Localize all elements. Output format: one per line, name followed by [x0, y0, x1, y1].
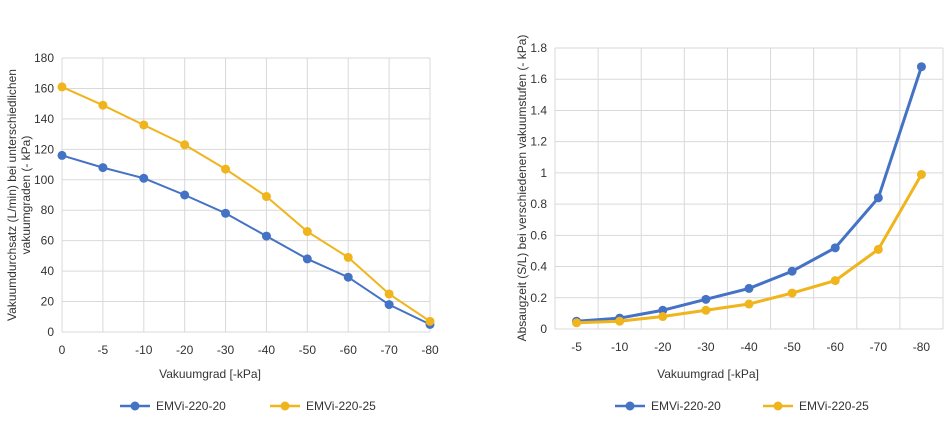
y-tick-label: 160 — [34, 81, 54, 95]
x-tick-label: -70 — [870, 340, 888, 354]
legend-swatch-marker — [130, 401, 140, 411]
series-line-0 — [576, 66, 923, 323]
y-tick-label: 0 — [540, 322, 547, 336]
y-tick-label: 1.4 — [530, 103, 547, 117]
data-point — [57, 82, 67, 92]
y-tick-label: 0.6 — [530, 228, 547, 242]
legend-label: EMVi-220-20 — [156, 399, 226, 413]
y-tick-label: 1 — [540, 166, 547, 180]
y-tick-label: 120 — [34, 142, 54, 156]
data-point — [180, 190, 190, 200]
data-point — [830, 243, 840, 253]
data-point — [873, 193, 883, 203]
data-point — [221, 164, 231, 174]
data-point — [221, 208, 231, 218]
legend-swatch-marker — [625, 401, 635, 411]
x-tick-label: -70 — [380, 343, 398, 357]
legend-swatch-marker — [280, 401, 290, 411]
x-tick-label: -20 — [176, 343, 194, 357]
data-point — [261, 192, 271, 202]
data-point — [139, 173, 149, 183]
data-point — [787, 266, 797, 276]
x-tick-label: -60 — [340, 343, 358, 357]
data-point — [139, 120, 149, 130]
legend-label: EMVi-220-20 — [651, 399, 721, 413]
x-tick-label: -50 — [783, 340, 801, 354]
data-point — [744, 283, 754, 293]
data-point — [343, 272, 353, 282]
y-tick-label: 1.8 — [530, 41, 547, 55]
y-tick-label: 40 — [41, 264, 55, 278]
data-point — [425, 316, 435, 326]
data-point — [98, 100, 108, 110]
x-tick-label: 0 — [59, 343, 66, 357]
series-line-1 — [61, 86, 431, 323]
y-tick-label: 1.6 — [530, 72, 547, 86]
x-tick-label: -30 — [217, 343, 235, 357]
legend-swatch-marker — [773, 401, 783, 411]
x-tick-label: -80 — [913, 340, 931, 354]
x-tick-label: -10 — [135, 343, 153, 357]
data-point — [744, 299, 754, 309]
x-tick-label: -40 — [258, 343, 276, 357]
y-axis-title: vakuumgraden (- kPa) — [19, 136, 33, 255]
data-point — [572, 318, 582, 328]
data-point — [98, 163, 108, 173]
x-axis-title: Vakuumgrad [-kPa] — [657, 367, 759, 381]
x-tick-label: -5 — [571, 340, 582, 354]
y-tick-label: 100 — [34, 173, 54, 187]
data-point — [658, 305, 668, 315]
data-point — [916, 169, 926, 179]
data-point — [302, 254, 312, 264]
data-point — [916, 62, 926, 72]
x-tick-label: -80 — [421, 343, 439, 357]
data-point — [343, 252, 353, 262]
y-axis-title: Absaugzeit (S/L) bei verschiedenen vakuu… — [515, 35, 529, 342]
y-tick-label: 1.2 — [530, 135, 547, 149]
x-tick-label: -10 — [611, 340, 629, 354]
data-point — [261, 231, 271, 241]
y-tick-label: 80 — [41, 203, 55, 217]
data-point — [302, 227, 312, 237]
data-point — [873, 244, 883, 254]
y-tick-label: 0.2 — [530, 291, 547, 305]
data-point — [701, 294, 711, 304]
data-point — [615, 316, 625, 326]
x-tick-label: -40 — [740, 340, 758, 354]
y-tick-label: 180 — [34, 51, 54, 65]
data-point — [57, 150, 67, 160]
legend-label: EMVi-220-25 — [799, 399, 869, 413]
y-tick-label: 60 — [41, 234, 55, 248]
x-tick-label: -5 — [98, 343, 109, 357]
y-tick-label: 140 — [34, 112, 54, 126]
data-point — [180, 140, 190, 150]
y-axis-title: Vakuumdurchsatz (L/min) bei unterschiedl… — [5, 69, 19, 321]
y-tick-label: 20 — [41, 295, 55, 309]
data-point — [384, 300, 394, 310]
y-tick-label: 0.8 — [530, 197, 547, 211]
x-axis-title: Vakuumgrad [-kPa] — [159, 367, 261, 381]
series-line-0 — [61, 154, 431, 326]
data-point — [658, 312, 668, 322]
x-tick-label: -20 — [654, 340, 672, 354]
data-point — [384, 289, 394, 299]
x-tick-label: -60 — [827, 340, 845, 354]
data-point — [830, 276, 840, 286]
suction-time-chart: 0 0.2 0.4 0.6 0.8 1 1.2 1.4 1.6 1.8 -5 -10 -20 -30 -40… — [515, 35, 944, 413]
data-point — [701, 305, 711, 315]
data-point — [787, 288, 797, 298]
legend-label: EMVi-220-25 — [306, 399, 376, 413]
x-tick-label: -30 — [697, 340, 715, 354]
vacuum-flow-chart: 0 20 40 60 80 100 120 140 160 180 0 -5 -10 -20 -30 -40 -… — [5, 51, 439, 413]
y-tick-label: 0.4 — [530, 260, 547, 274]
x-tick-label: -50 — [299, 343, 317, 357]
y-tick-label: 0 — [47, 325, 54, 339]
